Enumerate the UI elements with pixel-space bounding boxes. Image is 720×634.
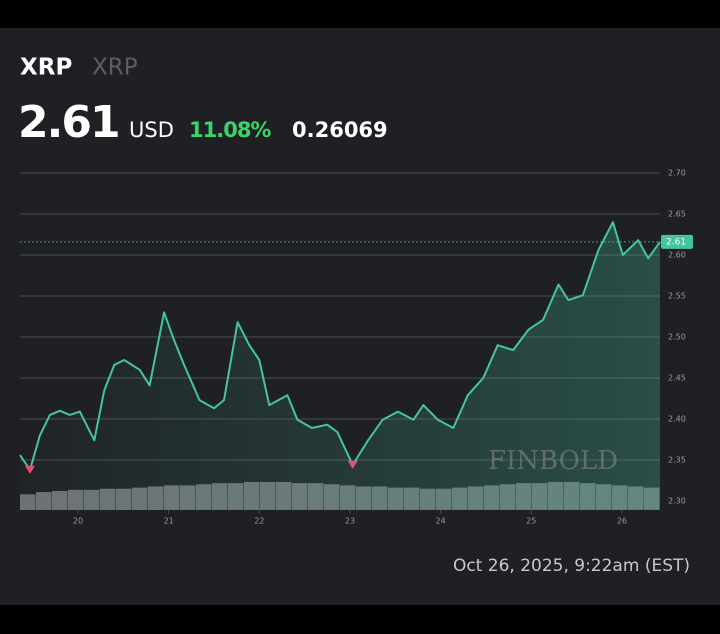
plot: 2.30 2.35 2.40 2.45 2.50 2.55 2.60 2.65 2.70 20 21… [19,169,693,526]
watermark: FINBOLD [488,446,618,476]
price-badge-label: 2.61 [666,237,686,247]
y-tick-label: 2.55 [668,292,686,301]
low-marker [347,460,358,469]
x-tick-label: 23 [345,517,355,526]
price: 2.61 [18,97,119,148]
change: 0.26069 [292,118,388,142]
y-tick-label: 2.35 [668,456,686,465]
y-tick-label: 2.40 [668,415,686,424]
x-tick-label: 26 [617,517,627,526]
x-tick-label: 20 [73,517,83,526]
x-tick-label: 21 [164,517,174,526]
y-tick-label: 2.30 [668,497,686,506]
price-line [19,221,661,471]
timestamp: Oct 26, 2025, 9:22am (EST) [453,556,690,576]
area [20,222,660,510]
y-tick-label: 2.65 [668,210,686,219]
y-tick-label: 2.50 [668,333,686,342]
price-badge [661,234,693,249]
x-tick-label: 25 [526,517,536,526]
y-tick-label: 2.70 [668,169,686,178]
name: XRP [92,55,138,81]
y-tick-label: 2.60 [668,251,686,260]
symbol: XRP [20,55,72,81]
y-tick-label: 2.45 [668,374,686,383]
currency: USD [129,118,174,142]
change-pct: 11.08% [189,118,271,142]
low-marker [24,465,35,474]
x-tick-label: 24 [436,517,446,526]
x-tick-label: 22 [254,517,264,526]
